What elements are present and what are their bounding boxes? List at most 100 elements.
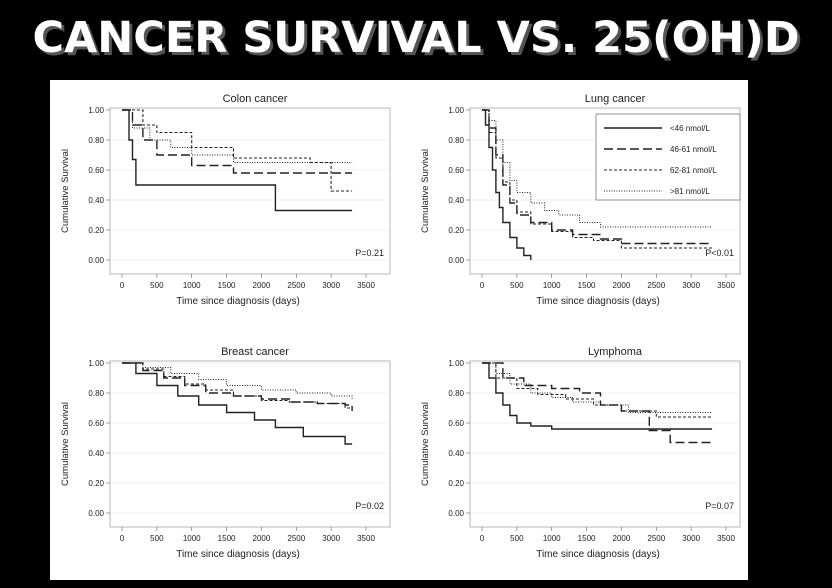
y-axis-label: Cumulative Survival <box>60 149 71 233</box>
x-tick-label: 3500 <box>717 281 735 290</box>
x-tick-label: 3000 <box>682 534 700 543</box>
x-tick-label: 500 <box>150 534 164 543</box>
y-axis-label: Cumulative Survival <box>420 149 431 233</box>
y-tick-label: 0.20 <box>88 479 104 488</box>
x-tick-label: 3500 <box>717 534 735 543</box>
series-line-3 <box>482 362 713 418</box>
y-tick-label: 0.80 <box>88 389 104 398</box>
series-line-3 <box>482 109 713 249</box>
y-tick-label: 0.00 <box>448 256 464 265</box>
p-value-annotation: P=0.02 <box>355 501 384 511</box>
y-tick-label: 1.00 <box>448 106 464 115</box>
y-axis-label: Cumulative Survival <box>420 402 431 486</box>
legend-label-1: <46 nmol/L <box>670 124 710 133</box>
chart-title: Colon cancer <box>223 93 288 105</box>
x-tick-label: 3000 <box>682 281 700 290</box>
y-tick-label: 0.80 <box>88 136 104 145</box>
series-line-1 <box>482 109 532 260</box>
legend: <46 nmol/L 46-61 nmol/L 62-81 nmol/L >81 nm… <box>595 113 741 201</box>
x-tick-label: 1500 <box>218 281 236 290</box>
chart-panel-4: 0.00 0.20 0.40 0.60 0.80 1.00 0 500 1000 1500 2000… <box>420 346 741 560</box>
x-tick-label: 500 <box>510 281 524 290</box>
x-tick-label: 2000 <box>253 534 271 543</box>
x-axis-label: Time since diagnosis (days) <box>536 296 660 307</box>
y-tick-label: 0.20 <box>448 226 464 235</box>
x-tick-label: 1000 <box>543 281 561 290</box>
plot-frame <box>109 107 391 275</box>
plot-frame <box>469 360 741 528</box>
y-axis-label: Cumulative Survival <box>60 402 71 486</box>
x-axis-label: Time since diagnosis (days) <box>176 549 300 560</box>
chart-panel-3: 0.00 0.20 0.40 0.60 0.80 1.00 0 500 1000 1500 2000… <box>60 346 391 560</box>
p-value-annotation: P=0.21 <box>355 248 384 258</box>
x-tick-label: 3000 <box>322 281 340 290</box>
x-tick-label: 3500 <box>357 281 375 290</box>
slide-title: CANCER SURVIVAL VS. 25(OH)D <box>32 13 800 63</box>
series-line-4 <box>122 362 353 399</box>
y-tick-label: 0.60 <box>88 166 104 175</box>
y-tick-label: 1.00 <box>88 106 104 115</box>
x-tick-label: 1500 <box>218 534 236 543</box>
km-survival-figure: 0.00 0.20 0.40 0.60 0.80 1.00 0 500 1000 1500 2000… <box>60 93 741 560</box>
x-tick-label: 3500 <box>357 534 375 543</box>
y-tick-label: 0.40 <box>448 196 464 205</box>
y-tick-label: 0.40 <box>88 449 104 458</box>
chart-panel-1: 0.00 0.20 0.40 0.60 0.80 1.00 0 500 1000 1500 2000… <box>60 93 391 307</box>
series-line-1 <box>482 362 713 430</box>
x-tick-label: 2000 <box>613 534 631 543</box>
x-tick-label: 1500 <box>578 534 596 543</box>
chart-panel-2: 0.00 0.20 0.40 0.60 0.80 1.00 0 500 1000 1500 2000… <box>420 93 741 307</box>
x-tick-label: 1000 <box>183 281 201 290</box>
series-line-1 <box>122 109 353 212</box>
legend-label-3: 62-81 nmol/L <box>670 166 717 175</box>
series-line-3 <box>122 362 353 409</box>
x-tick-label: 2500 <box>287 281 305 290</box>
legend-label-4: >81 nmol/L <box>670 187 710 196</box>
chart-title: Lung cancer <box>585 93 646 105</box>
y-tick-label: 0.60 <box>448 166 464 175</box>
plot-frame <box>109 360 391 528</box>
series-line-2 <box>122 362 353 411</box>
y-tick-label: 0.60 <box>88 419 104 428</box>
y-tick-label: 0.40 <box>448 449 464 458</box>
y-tick-label: 0.60 <box>448 419 464 428</box>
x-tick-label: 2500 <box>647 534 665 543</box>
x-tick-label: 500 <box>150 281 164 290</box>
x-tick-label: 1000 <box>183 534 201 543</box>
x-tick-label: 500 <box>510 534 524 543</box>
series-line-1 <box>122 362 353 445</box>
chart-title: Breast cancer <box>221 346 289 358</box>
p-value-annotation: P<0.01 <box>705 248 734 258</box>
y-tick-label: 0.20 <box>448 479 464 488</box>
x-tick-label: 2500 <box>647 281 665 290</box>
y-tick-label: 0.80 <box>448 389 464 398</box>
x-tick-label: 1000 <box>543 534 561 543</box>
p-value-annotation: P=0.07 <box>705 501 734 511</box>
x-tick-label: 0 <box>480 281 485 290</box>
y-tick-label: 0.00 <box>448 509 464 518</box>
x-tick-label: 0 <box>120 281 125 290</box>
y-tick-label: 0.00 <box>88 256 104 265</box>
y-tick-label: 0.80 <box>448 136 464 145</box>
legend-box <box>595 113 741 201</box>
legend-label-2: 46-61 nmol/L <box>670 145 717 154</box>
chart-title: Lymphoma <box>588 346 643 358</box>
series-line-3 <box>122 109 353 192</box>
y-tick-label: 0.00 <box>88 509 104 518</box>
x-axis-label: Time since diagnosis (days) <box>536 549 660 560</box>
x-axis-label: Time since diagnosis (days) <box>176 296 300 307</box>
x-tick-label: 0 <box>120 534 125 543</box>
x-tick-label: 1500 <box>578 281 596 290</box>
series-line-4 <box>122 109 353 163</box>
y-tick-label: 1.00 <box>448 359 464 368</box>
y-tick-label: 1.00 <box>88 359 104 368</box>
x-tick-label: 2000 <box>253 281 271 290</box>
series-line-2 <box>122 109 353 174</box>
y-tick-label: 0.40 <box>88 196 104 205</box>
x-tick-label: 2000 <box>613 281 631 290</box>
y-tick-label: 0.20 <box>88 226 104 235</box>
figure-panel: 0.00 0.20 0.40 0.60 0.80 1.00 0 500 1000 1500 2000… <box>50 80 748 580</box>
series-line-2 <box>482 362 713 444</box>
x-tick-label: 2500 <box>287 534 305 543</box>
x-tick-label: 3000 <box>322 534 340 543</box>
